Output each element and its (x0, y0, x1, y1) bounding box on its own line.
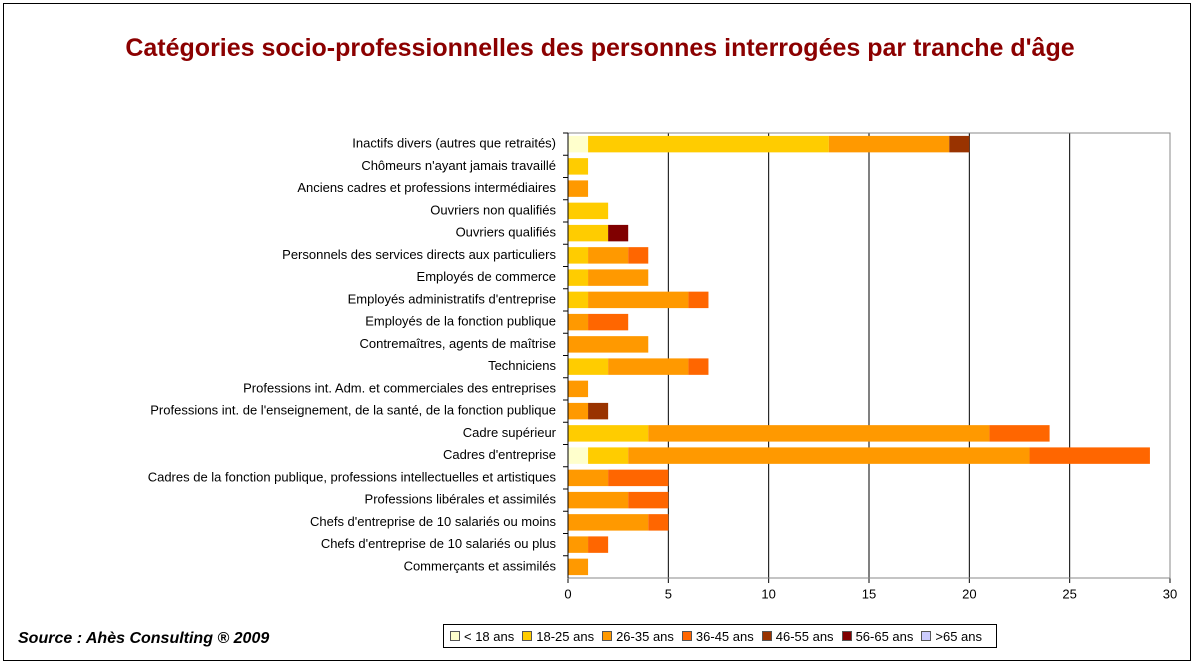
bar-segment (568, 202, 609, 220)
bar-segment (828, 135, 950, 153)
bar-segment (628, 447, 1030, 464)
bar-segment (568, 269, 589, 286)
bar-segment (568, 135, 589, 153)
bar-segment (688, 358, 709, 375)
legend-label: < 18 ans (464, 628, 515, 644)
bar-segment (568, 469, 609, 487)
legend: < 18 ans 18-25 ans 26-35 ans 36-45 ans 46-55… (443, 624, 998, 648)
y-tick-label: Contremaîtres, agents de maîtrise (359, 336, 556, 351)
bar-segment (588, 291, 689, 309)
bar-segment (608, 224, 629, 242)
y-tick-label: Cadres d'entreprise (443, 447, 556, 462)
y-tick-label: Employés de la fonction publique (365, 314, 556, 329)
bar-segment (588, 269, 649, 286)
bar-segment (608, 358, 689, 375)
bar-segment (568, 558, 589, 576)
legend-label: 46-55 ans (775, 628, 834, 644)
legend-label: 36-45 ans (695, 628, 754, 644)
bar-segment (568, 358, 609, 375)
legend-label: 18-25 ans (536, 628, 595, 644)
bar-segment (568, 536, 589, 553)
legend-swatch (450, 631, 460, 641)
bar-segment (568, 158, 589, 175)
legend-item: < 18 ans (450, 629, 514, 644)
bar-segment (588, 402, 609, 420)
x-tick-label: 5 (665, 586, 672, 601)
legend-item: 18-25 ans (522, 629, 594, 644)
source-note: Source : Ahès Consulting ® 2009 (18, 630, 270, 647)
y-tick-label: Personnels des services directs aux part… (282, 247, 556, 262)
y-tick-label: Cadres de la fonction publique, professi… (148, 469, 557, 484)
y-tick-label: Professions int. Adm. et commerciales de… (243, 380, 556, 395)
bar-segment (568, 224, 609, 242)
legend-swatch (841, 631, 852, 641)
y-tick-label: Ouvriers qualifiés (456, 225, 557, 240)
legend-label: >65 ans (935, 628, 983, 644)
bar-segment (588, 313, 629, 331)
bar-segment (588, 447, 629, 464)
bar-segment (568, 336, 649, 353)
legend-label: 56-65 ans (855, 628, 914, 644)
bar-segment (989, 425, 1050, 442)
y-tick-label: Ouvriers non qualifiés (430, 202, 556, 217)
legend-item: 56-65 ans (841, 628, 914, 644)
x-tick-label: 0 (564, 586, 571, 601)
bar-segment (568, 291, 589, 309)
x-tick-label: 20 (962, 586, 976, 601)
bar-segment (588, 536, 609, 553)
y-tick-label: Inactifs divers (autres que retraités) (352, 136, 556, 151)
y-tick-label: Professions libérales et assimilés (365, 492, 557, 507)
bar-segment (568, 380, 589, 398)
y-tick-label: Techniciens (488, 358, 556, 373)
bar-segment (588, 135, 829, 153)
bar-segment (568, 491, 629, 509)
legend-swatch (602, 631, 613, 641)
y-tick-label: Cadre supérieur (463, 425, 557, 440)
y-tick-label: Employés administratifs d'entreprise (348, 291, 556, 306)
chart-frame (3, 3, 1191, 661)
legend-swatch (681, 631, 692, 641)
x-tick-label: 30 (1163, 586, 1177, 601)
bar-segment (628, 247, 649, 264)
legend-label: 26-35 ans (616, 628, 674, 644)
x-tick-label: 10 (761, 586, 775, 601)
legend-item: 26-35 ans (602, 629, 674, 644)
bar-segment (568, 425, 649, 442)
bar-segment (1029, 447, 1150, 464)
y-tick-label: Chômeurs n'ayant jamais travaillé (361, 158, 556, 173)
bar-segment (568, 313, 589, 331)
legend-item: >65 ans (921, 629, 982, 644)
legend-swatch (761, 631, 772, 641)
bar-segment (628, 491, 669, 509)
bar-segment (568, 247, 589, 264)
legend-swatch (921, 631, 932, 641)
chart-title: Catégories socio-professionnelles des pe… (125, 34, 1075, 62)
y-tick-label: Anciens cadres et professions intermédia… (297, 180, 556, 195)
y-tick-label: Commerçants et assimilés (404, 558, 557, 573)
bar-segment (568, 180, 589, 197)
x-tick-label: 25 (1062, 586, 1076, 601)
bar-segment (648, 425, 990, 442)
legend-item: 46-55 ans (761, 628, 834, 644)
bar-segment (588, 247, 629, 264)
y-tick-label: Professions int. de l'enseignement, de l… (150, 403, 556, 418)
bar-segment (568, 447, 589, 464)
legend-swatch (522, 631, 533, 641)
bar-segment (568, 514, 649, 531)
bar-segment (648, 514, 669, 531)
bar-segment (688, 291, 709, 309)
y-tick-label: Employés de commerce (417, 269, 556, 284)
y-tick-label: Chefs d'entreprise de 10 salariés ou plu… (321, 536, 557, 551)
y-tick-label: Chefs d'entreprise de 10 salariés ou moi… (310, 514, 557, 529)
bar-segment (608, 469, 669, 487)
legend-item: 36-45 ans (681, 628, 754, 644)
x-tick-label: 15 (862, 586, 876, 601)
bar-segment (568, 402, 589, 420)
bar-segment (949, 135, 970, 153)
